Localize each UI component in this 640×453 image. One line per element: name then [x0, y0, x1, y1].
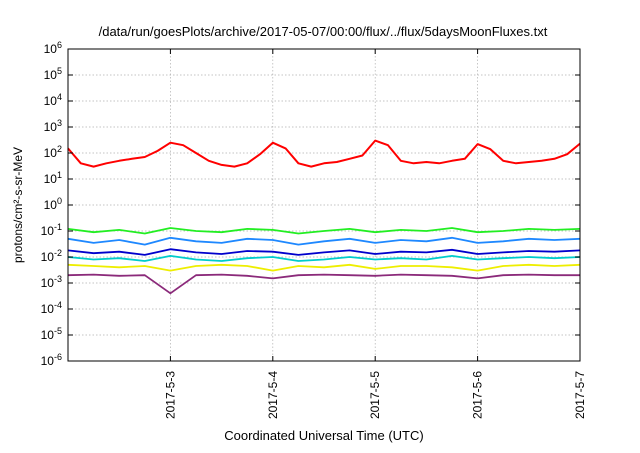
series-line-4 — [67, 254, 581, 262]
y-tick-label: 102 — [44, 144, 62, 160]
grid — [68, 49, 580, 361]
series-line-1 — [67, 139, 581, 168]
x-axis: 2017-5-3 2017-5-4 2017-5-5 2017-5-6 2017-5-7 — [163, 49, 587, 419]
y-tick-label: 10-5 — [41, 326, 62, 342]
y-tick-label: 106 — [44, 40, 62, 56]
x-tick-label: 2017-5-5 — [368, 371, 382, 419]
x-tick-label: 2017-5-6 — [471, 371, 485, 419]
y-tick-label: 10-1 — [41, 222, 62, 238]
y-tick-label: 10-3 — [41, 274, 62, 290]
x-axis-label: Coordinated Universal Time (UTC) — [224, 428, 423, 443]
series-line-5 — [67, 248, 581, 256]
series-layer — [67, 139, 581, 295]
y-tick-label: 101 — [44, 170, 62, 186]
x-tick-label: 2017-5-3 — [163, 371, 177, 419]
y-tick-label: 104 — [44, 92, 62, 108]
y-tick-label: 105 — [44, 66, 62, 82]
y-tick-label: 10-4 — [41, 300, 62, 316]
series-line-7 — [67, 273, 580, 295]
y-axis: 10-6 10-5 10-4 10-3 10-2 10-1 100 101 102 103 104 1… — [41, 40, 580, 368]
y-tick-label: 103 — [44, 118, 62, 134]
y-tick-label: 10-6 — [41, 352, 62, 368]
series-line-2 — [67, 227, 581, 235]
x-tick-label: 2017-5-4 — [266, 371, 280, 419]
y-axis-label: protons/cm²-s-sr-MeV — [11, 147, 25, 263]
y-tick-label: 10-2 — [41, 248, 62, 264]
y-tick-label: 100 — [44, 196, 62, 212]
series-line-3 — [67, 236, 581, 246]
series-line-6 — [67, 263, 581, 272]
x-tick-label: 2017-5-7 — [573, 371, 587, 419]
chart-title: /data/run/goesPlots/archive/2017-05-07/0… — [99, 24, 548, 39]
